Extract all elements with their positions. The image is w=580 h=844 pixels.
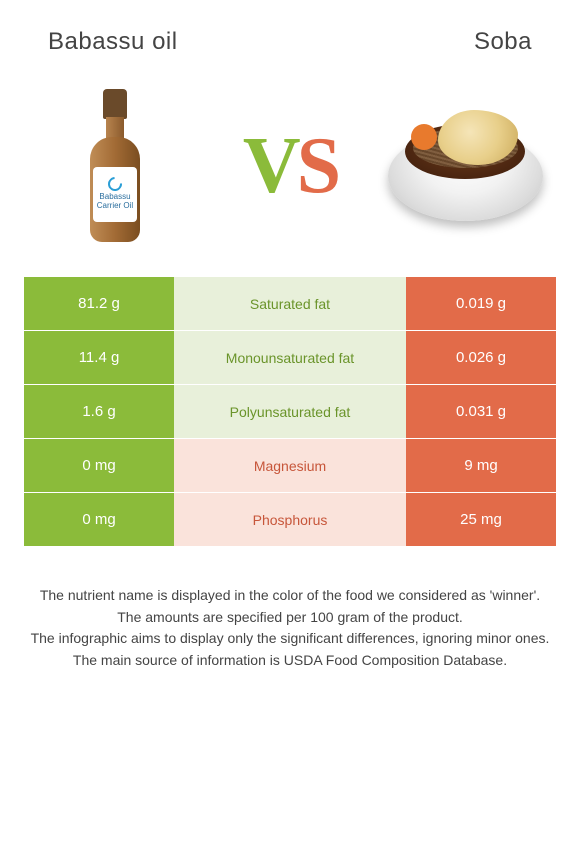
right-value: 0.031 g — [406, 385, 556, 438]
oil-bottle-icon: BabassuCarrier Oil — [85, 89, 145, 244]
vs-label: VS — [243, 121, 337, 212]
table-row: 81.2 gSaturated fat0.019 g — [24, 276, 556, 330]
vs-v: V — [243, 122, 297, 210]
right-value: 25 mg — [406, 493, 556, 546]
table-row: 0 mgPhosphorus25 mg — [24, 492, 556, 546]
footer-notes: The nutrient name is displayed in the co… — [0, 546, 580, 670]
table-row: 0 mgMagnesium9 mg — [24, 438, 556, 492]
bottle-logo-icon — [105, 174, 125, 194]
footer-line-1: The nutrient name is displayed in the co… — [18, 586, 562, 606]
left-food-image: BabassuCarrier Oil — [30, 81, 200, 251]
footer-line-2: The amounts are specified per 100 gram o… — [18, 608, 562, 628]
bottle-label-text: BabassuCarrier Oil — [97, 193, 133, 211]
right-value: 0.019 g — [406, 277, 556, 330]
header: Babassu oil Soba — [0, 0, 580, 66]
left-value: 81.2 g — [24, 277, 174, 330]
nutrient-label: Monounsaturated fat — [174, 331, 406, 384]
soba-bowl-icon — [383, 106, 548, 226]
table-row: 1.6 gPolyunsaturated fat0.031 g — [24, 384, 556, 438]
right-food-image — [380, 81, 550, 251]
right-value: 0.026 g — [406, 331, 556, 384]
left-value: 0 mg — [24, 493, 174, 546]
left-value: 0 mg — [24, 439, 174, 492]
nutrient-label: Polyunsaturated fat — [174, 385, 406, 438]
nutrition-table: 81.2 gSaturated fat0.019 g11.4 gMonounsa… — [0, 276, 580, 546]
nutrient-label: Phosphorus — [174, 493, 406, 546]
images-row: BabassuCarrier Oil VS — [0, 66, 580, 276]
footer-line-3: The infographic aims to display only the… — [18, 629, 562, 649]
right-food-title: Soba — [474, 28, 532, 56]
right-value: 9 mg — [406, 439, 556, 492]
table-row: 11.4 gMonounsaturated fat0.026 g — [24, 330, 556, 384]
vs-s: S — [297, 122, 338, 210]
nutrient-label: Saturated fat — [174, 277, 406, 330]
left-value: 11.4 g — [24, 331, 174, 384]
left-value: 1.6 g — [24, 385, 174, 438]
footer-line-4: The main source of information is USDA F… — [18, 651, 562, 671]
left-food-title: Babassu oil — [48, 28, 178, 56]
nutrient-label: Magnesium — [174, 439, 406, 492]
